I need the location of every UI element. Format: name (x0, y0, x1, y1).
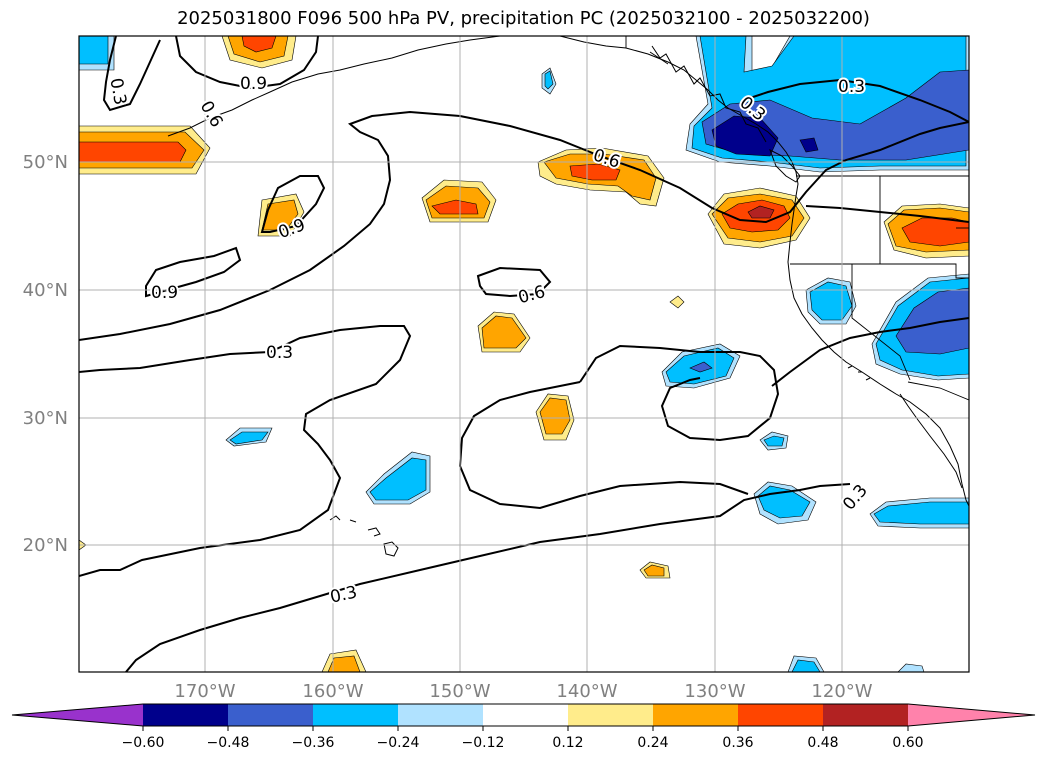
pv-contour-0.9-top (175, 36, 319, 90)
pv-contour-0.3-nw (102, 36, 161, 112)
precip-patch (901, 217, 969, 247)
colorbar-segment (483, 704, 568, 726)
precip-patch (431, 199, 479, 215)
coastline-baja (899, 393, 963, 489)
colorbar-segment (653, 704, 738, 726)
border-california-nevada (851, 264, 911, 381)
pv-contour-0.3-east (771, 317, 969, 387)
colorbar-extend-low (12, 704, 143, 726)
precip-patch (79, 141, 187, 163)
precip-patch (481, 315, 527, 349)
precip-patch (79, 36, 109, 65)
precip-patch (669, 295, 685, 309)
precip-patch (711, 115, 779, 157)
contour-label: 0.9 (151, 283, 178, 303)
pv-contour-0.6-small (476, 266, 552, 298)
coastline-vancouver-island (769, 148, 801, 183)
coastline-alaska-gulf (559, 36, 799, 225)
contour-label: 0.3 (266, 343, 293, 363)
lon-label-130w: 130°W (684, 681, 745, 702)
lon-label-160w: 160°W (302, 681, 363, 702)
precip-patch (539, 397, 571, 435)
border-alaska-canada (625, 36, 669, 65)
precip-patch (747, 205, 775, 219)
lat-axis: 50°N 40°N 30°N 20°N (23, 152, 68, 556)
precip-patch (895, 287, 969, 355)
border-state (790, 263, 969, 279)
colorbar-tick-label: 0.12 (552, 735, 583, 751)
lon-label-140w: 140°W (556, 681, 617, 702)
lat-label-50n: 50°N (23, 152, 68, 173)
colorbar-tick-label: 0.48 (807, 735, 838, 751)
pv-contour-0.3-ne (743, 78, 969, 123)
pv-contour-0.3-loop (579, 344, 780, 442)
precip-patch (569, 163, 621, 181)
coastline-channel-islands (847, 365, 871, 381)
pv-contour-0.3-middle (458, 381, 749, 510)
coastline-bc-inlets (651, 45, 767, 143)
borders (625, 36, 969, 401)
precip-patch (799, 137, 819, 153)
colorbar-tick-label: −0.60 (122, 735, 165, 751)
colorbar-tick-label: −0.12 (462, 735, 505, 751)
precip-patch (763, 435, 785, 447)
map-panel: 0.3 0.6 0.9 0.9 0.9 0.3 0.3 0.6 0.6 0.3 … (78, 35, 970, 673)
precip-patch (897, 663, 925, 672)
colorbar-segment (313, 704, 398, 726)
contour-label: 0.3 (106, 77, 130, 107)
contour-label: 0.3 (838, 77, 865, 97)
pv-contour-0.9-mid (260, 175, 326, 233)
gridlines (79, 36, 969, 672)
coastline-hawaii (329, 515, 399, 557)
lon-axis: 170°W 160°W 150°W 140°W 130°W 120°W (174, 681, 872, 702)
colorbar-segment (823, 704, 908, 726)
colorbar-segment (143, 704, 228, 726)
lat-label-30n: 30°N (23, 408, 68, 429)
map-title: 2025031800 F096 500 hPa PV, precipitatio… (177, 8, 870, 29)
colorbar-tick-label: 0.60 (892, 735, 923, 751)
colorbar-extend-high (908, 704, 1035, 726)
lat-label-40n: 40°N (23, 280, 68, 301)
colorbar-tick-label: −0.48 (207, 735, 250, 751)
pv-contour-0.3-lower (125, 483, 851, 672)
map-frame (78, 35, 970, 673)
colorbar-tick-label: 0.36 (722, 735, 753, 751)
pv-contour-0.9-west (145, 246, 242, 298)
coastlines (167, 36, 969, 557)
colorbar-segment (568, 704, 653, 726)
pv-contour-0.6-east (805, 205, 969, 223)
lat-label-20n: 20°N (23, 535, 68, 556)
precip-patch (544, 70, 554, 90)
coastline-alaska (167, 36, 501, 137)
contour-label: 0.9 (240, 74, 267, 94)
colorbar: −0.60 −0.48 −0.36 −0.24 −0.12 0.12 0.24 0.36 0.4… (11, 703, 1036, 751)
colorbar-segment (738, 704, 823, 726)
precip-patch (689, 361, 713, 373)
lon-label-120w: 120°W (811, 681, 872, 702)
precip-patch (643, 564, 665, 577)
precip-patch (229, 431, 269, 445)
colorbar-tick-label: 0.24 (637, 735, 668, 751)
precip-patch (873, 501, 969, 525)
pv-contours (79, 36, 969, 672)
precip-shading (79, 36, 969, 672)
colorbar-segment (398, 704, 483, 726)
precip-patch (369, 457, 427, 501)
precip-patch (791, 659, 821, 672)
precip-patch (241, 36, 277, 53)
border-us-mexico (907, 381, 969, 401)
lon-label-150w: 150°W (429, 681, 490, 702)
colorbar-tick-label: −0.24 (377, 735, 420, 751)
lon-label-170w: 170°W (174, 681, 235, 702)
colorbar-tick-label: −0.36 (292, 735, 335, 751)
colorbar-segment (228, 704, 313, 726)
precip-patch (327, 655, 361, 672)
